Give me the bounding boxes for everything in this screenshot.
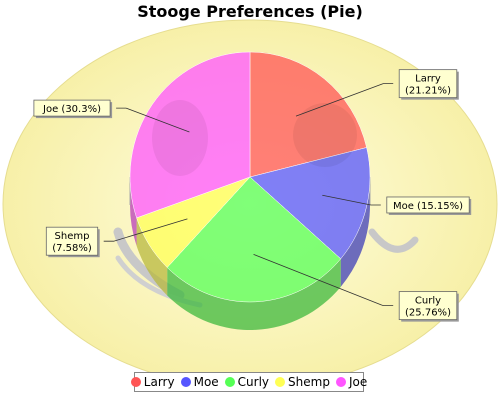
legend-item-joe: Joe — [336, 375, 367, 389]
label-text: (25.76%) — [405, 308, 451, 319]
gloss-left — [152, 100, 208, 176]
gloss-right — [293, 103, 357, 167]
legend-item-larry: Larry — [131, 375, 175, 389]
label-text: (7.58%) — [52, 243, 92, 254]
slice-label-larry: Larry(21.21%) — [399, 70, 459, 100]
legend-label: Larry — [144, 375, 175, 389]
label-text: Shemp — [55, 231, 90, 242]
legend-swatch — [131, 377, 141, 387]
legend-label: Moe — [194, 375, 219, 389]
label-text: Moe (15.15%) — [393, 201, 463, 212]
legend-swatch — [336, 377, 346, 387]
legend-swatch — [275, 377, 285, 387]
legend-label: Curly — [238, 375, 269, 389]
label-text: Joe (30.3%) — [42, 104, 101, 115]
slice-label-curly: Curly(25.76%) — [399, 292, 459, 322]
label-text: (21.21%) — [405, 86, 451, 97]
pie-slices — [130, 52, 370, 302]
slice-label-joe: Joe (30.3%) — [34, 100, 112, 118]
legend-item-shemp: Shemp — [275, 375, 330, 389]
legend-label: Joe — [349, 375, 367, 389]
legend-item-curly: Curly — [225, 375, 269, 389]
slice-label-moe: Moe (15.15%) — [387, 197, 471, 215]
label-text: Curly — [415, 296, 441, 307]
slice-label-shemp: Shemp(7.58%) — [46, 227, 99, 257]
legend-item-moe: Moe — [181, 375, 219, 389]
chart-legend: Larry Moe Curly Shemp Joe — [134, 372, 364, 392]
legend-label: Shemp — [288, 375, 330, 389]
legend-swatch — [225, 377, 235, 387]
label-text: Larry — [415, 74, 441, 85]
legend-swatch — [181, 377, 191, 387]
